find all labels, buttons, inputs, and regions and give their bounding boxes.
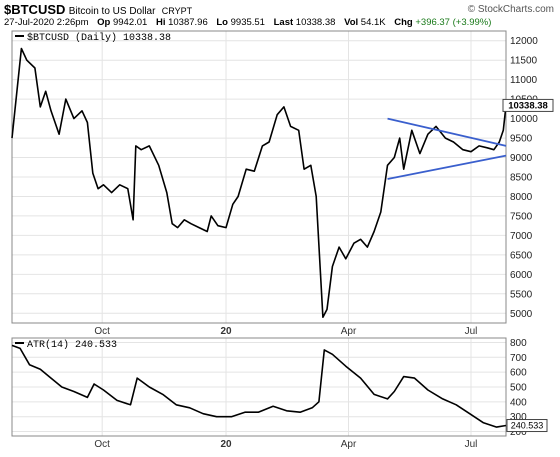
- x-tick-label: Apr: [341, 439, 357, 450]
- quote-date: 27-Jul-2020 2:26pm: [4, 17, 89, 28]
- y-tick-label: 8500: [510, 173, 533, 184]
- volume-label: Vol: [344, 17, 359, 28]
- panel-frame: [11, 30, 507, 324]
- y-tick-label: 11500: [510, 56, 538, 67]
- high-value: 10387.96: [168, 17, 208, 28]
- low-value: 9935.51: [230, 17, 265, 28]
- x-tick-label: Oct: [94, 439, 110, 450]
- y-tick-label: 7500: [510, 211, 533, 222]
- price-line: [11, 47, 507, 319]
- legend-swatch: [15, 35, 24, 37]
- y-tick-label: 600: [510, 368, 527, 379]
- y-tick-label: 500: [510, 383, 527, 394]
- y-tick-label: 5000: [510, 309, 533, 320]
- y-tick-label: 12000: [510, 36, 538, 47]
- quote-summary-line: 27-Jul-2020 2:26pm Op 9942.01 Hi 10387.9…: [4, 17, 491, 28]
- y-tick-label: 700: [510, 353, 527, 364]
- trendline: [387, 154, 507, 180]
- x-tick-label: Apr: [341, 326, 357, 337]
- change-label: Chg: [394, 17, 413, 28]
- last-value-badge: [502, 98, 554, 112]
- y-tick-label: 400: [510, 397, 527, 408]
- change-value: +396.37 (+3.99%): [415, 17, 492, 28]
- source-credit[interactable]: © StockCharts.com: [467, 4, 554, 15]
- x-tick-label: Jul: [465, 439, 478, 450]
- y-tick-label: 6000: [510, 270, 533, 281]
- legend-label: $BTCUSD (Daily) 10338.38: [27, 32, 171, 44]
- high-label: Hi: [155, 17, 166, 28]
- last-value-label: 240.533: [511, 421, 544, 431]
- x-tick-label: 20: [220, 439, 232, 450]
- y-tick-label: 9500: [510, 134, 533, 145]
- open-label: Op: [97, 17, 111, 28]
- legend-swatch: [15, 342, 24, 344]
- panel-frame: [11, 337, 507, 437]
- y-tick-label: 7000: [510, 231, 533, 242]
- y-tick-label: 6500: [510, 250, 533, 261]
- last-label: Last: [273, 17, 294, 28]
- x-tick-label: Jul: [465, 326, 478, 337]
- y-tick-label: 10000: [510, 114, 538, 125]
- last-value-label: 10338.38: [508, 100, 548, 111]
- y-tick-label: 300: [510, 412, 527, 423]
- last-value-badge: [506, 419, 548, 433]
- symbol-description: Bitcoin to US Dollar: [68, 6, 156, 17]
- atr-line: [11, 344, 507, 428]
- price-panel: 5000 5500 6000 6500 7000 7500 8000 8500 9000 9500…: [11, 30, 554, 337]
- volume-value: 54.1K: [360, 17, 386, 28]
- last-value: 10338.38: [295, 17, 336, 28]
- y-tick-label: 9000: [510, 153, 533, 164]
- y-tick-label: 800: [510, 338, 527, 349]
- legend-label: ATR(14) 240.533: [27, 339, 117, 351]
- y-tick-label: 5500: [510, 289, 533, 300]
- symbol-label: $BTCUSD: [4, 2, 66, 17]
- chart-title-line: $BTCUSD Bitcoin to US Dollar CRYPT: [4, 2, 192, 17]
- y-tick-label: 8000: [510, 192, 533, 203]
- low-label: Lo: [216, 17, 228, 28]
- open-value: 9942.01: [112, 17, 148, 28]
- x-tick-label: Oct: [94, 326, 110, 337]
- y-tick-label: 200: [510, 427, 527, 438]
- trendline: [387, 117, 507, 147]
- exchange-label: CRYPT: [161, 6, 193, 16]
- y-tick-label: 11000: [510, 75, 538, 86]
- atr-panel: 200 300 400 500 600 700 800 Oct 20 Apr Jul ATR(14) …: [11, 337, 548, 450]
- x-tick-label: 20: [220, 326, 232, 337]
